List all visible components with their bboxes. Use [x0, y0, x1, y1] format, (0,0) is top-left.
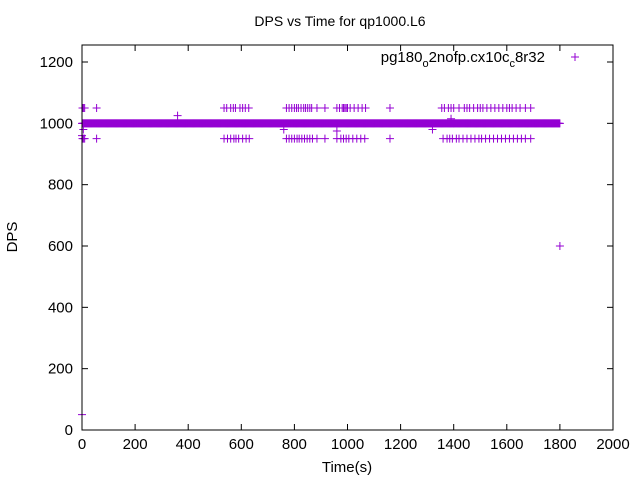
- chart-title: DPS vs Time for qp1000.L6: [254, 13, 425, 29]
- legend: pg180o2nofp.cx10cc8r32: [381, 49, 579, 70]
- data-point: [332, 127, 341, 135]
- data-point: [555, 242, 564, 250]
- data-point: [428, 125, 437, 134]
- x-tick-label: 1000: [331, 436, 364, 453]
- data-point: [385, 134, 394, 143]
- legend-key-plus-marker: [571, 53, 579, 61]
- y-tick-label: 1200: [40, 54, 73, 71]
- y-tick-label: 600: [48, 238, 73, 255]
- data-point: [385, 104, 394, 112]
- x-axis-label: Time(s): [322, 459, 372, 476]
- plot-frame: [81, 44, 614, 431]
- data-point: [361, 104, 370, 112]
- x-tick-label: 1600: [490, 436, 523, 453]
- data-point: [555, 119, 564, 128]
- dense-band-points: [78, 119, 564, 128]
- data-point: [92, 104, 101, 112]
- y-tick-label: 1000: [40, 115, 73, 132]
- y-tick-label: 800: [48, 177, 73, 194]
- x-tick-label: 600: [229, 436, 254, 453]
- data-point: [312, 104, 321, 112]
- data-point: [312, 134, 321, 143]
- x-tick-label: 1400: [437, 436, 470, 453]
- data-point: [360, 134, 369, 143]
- x-tick-label: 1800: [543, 436, 576, 453]
- x-tick-label: 200: [123, 436, 148, 453]
- data-point: [79, 125, 88, 134]
- data-point: [320, 104, 329, 112]
- legend-key-marker: [571, 53, 579, 61]
- x-tick-label: 1200: [384, 436, 417, 453]
- y-tick-label: 0: [65, 422, 73, 439]
- data-point: [320, 134, 329, 143]
- x-tick-label: 800: [282, 436, 307, 453]
- data-point: [245, 134, 254, 143]
- data-point: [526, 134, 535, 143]
- data-point: [279, 125, 288, 134]
- y-tick-label: 400: [48, 299, 73, 316]
- y-axis-label: DPS: [4, 222, 21, 253]
- data-point: [526, 104, 535, 112]
- y-tick-label: 200: [48, 361, 73, 378]
- data-point: [244, 104, 253, 112]
- x-tick-label: 0: [78, 436, 86, 453]
- x-tick-label: 2000: [596, 436, 629, 453]
- data-point: [449, 119, 458, 128]
- x-tick-label: 400: [176, 436, 201, 453]
- legend-label: pg180o2nofp.cx10cc8r32: [381, 49, 545, 70]
- data-point: [173, 111, 182, 120]
- data-point: [92, 134, 101, 143]
- data-point: [447, 114, 456, 123]
